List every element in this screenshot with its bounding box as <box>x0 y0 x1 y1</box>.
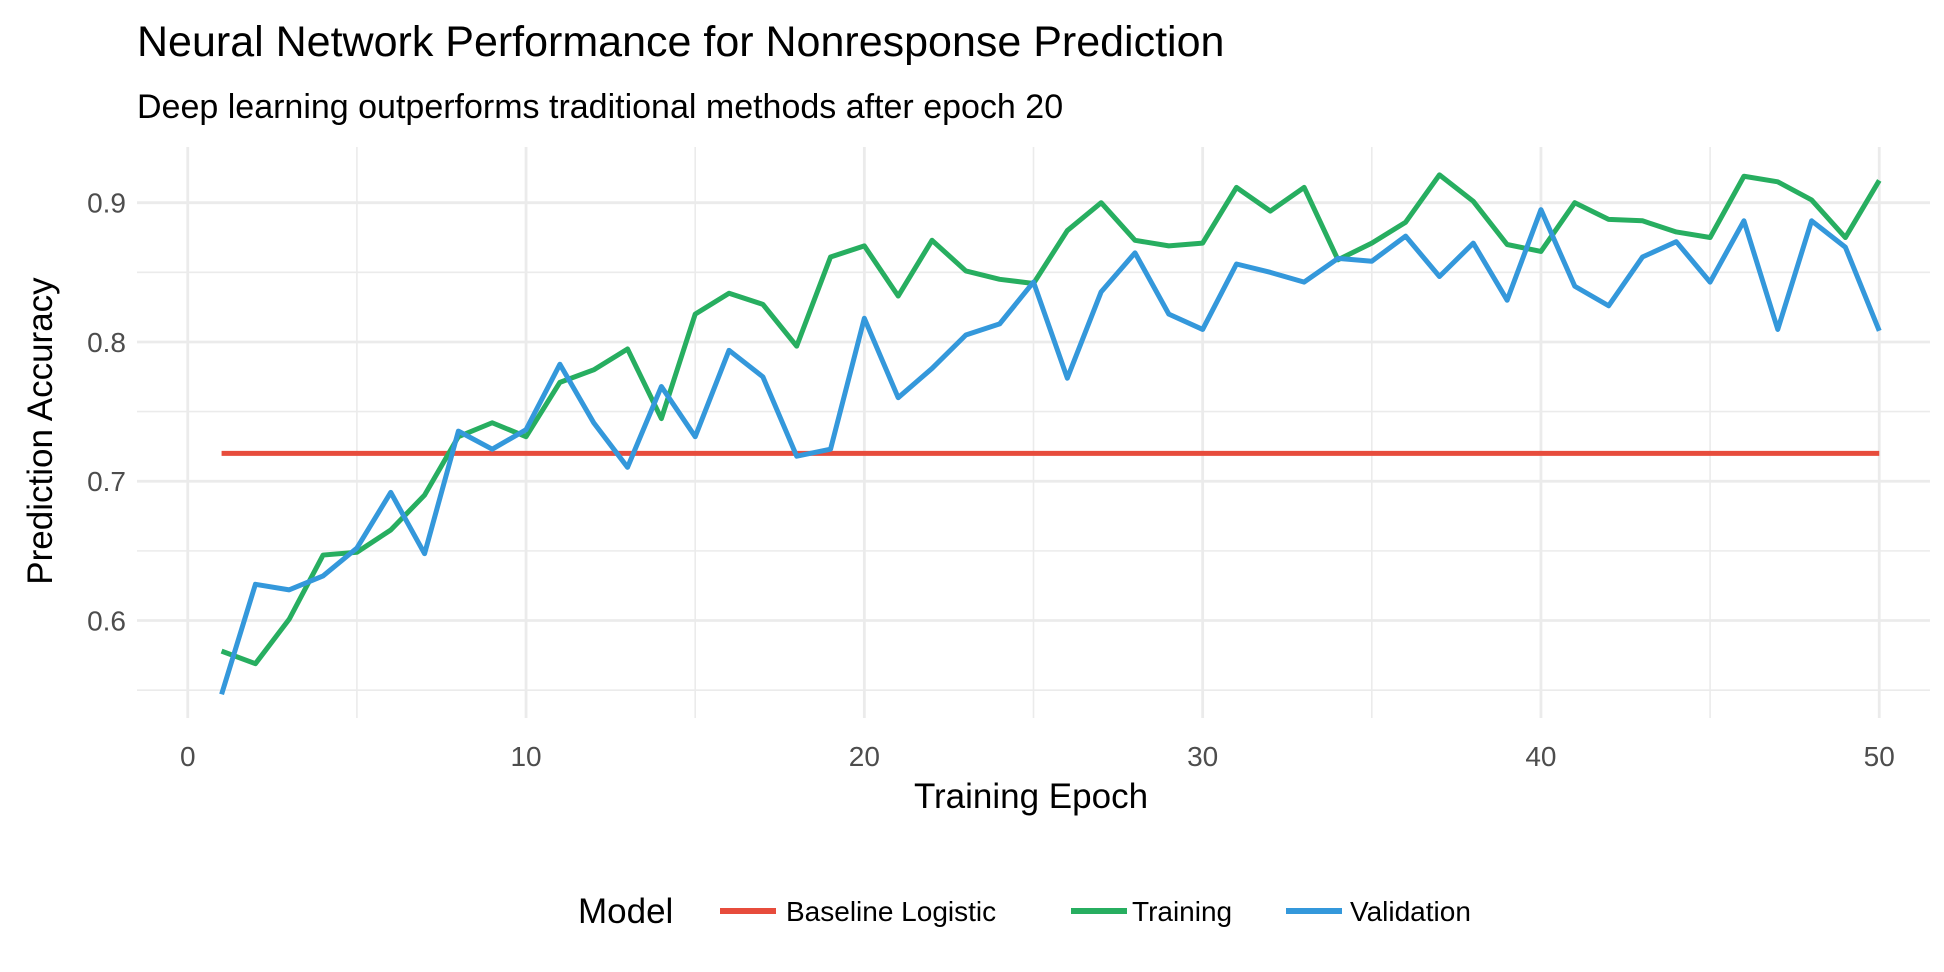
chart-title: Neural Network Performance for Nonrespon… <box>137 18 1224 66</box>
series-line-validation <box>219 207 1882 696</box>
y-tick-label: 0.8 <box>87 327 126 358</box>
legend-label-training: Training <box>1132 896 1232 927</box>
x-tick-label: 20 <box>849 741 880 772</box>
y-axis-title: Prediction Accuracy <box>21 277 60 585</box>
legend-title: Model <box>578 892 673 931</box>
y-tick-label: 0.7 <box>87 466 126 497</box>
legend-label-baseline-logistic: Baseline Logistic <box>786 896 996 927</box>
x-tick-label: 10 <box>510 741 541 772</box>
x-axis-ticks: 0 10 20 30 40 50 <box>180 741 1895 772</box>
y-tick-label: 0.6 <box>87 606 126 637</box>
x-tick-label: 0 <box>180 741 196 772</box>
x-axis-title: Training Epoch <box>914 777 1148 816</box>
y-axis-ticks: 0.6 0.7 0.8 0.9 <box>87 188 126 637</box>
chart-subtitle: Deep learning outperforms traditional me… <box>137 88 1063 126</box>
x-tick-label: 50 <box>1864 741 1895 772</box>
y-tick-label: 0.9 <box>87 188 126 219</box>
legend-label-validation: Validation <box>1350 896 1471 927</box>
legend: Model Baseline Logistic Training Validat… <box>578 892 1471 931</box>
x-tick-label: 30 <box>1187 741 1218 772</box>
grid <box>137 147 1930 718</box>
series-line-training <box>220 172 1882 667</box>
series-lines <box>219 172 1882 696</box>
x-tick-label: 40 <box>1525 741 1556 772</box>
